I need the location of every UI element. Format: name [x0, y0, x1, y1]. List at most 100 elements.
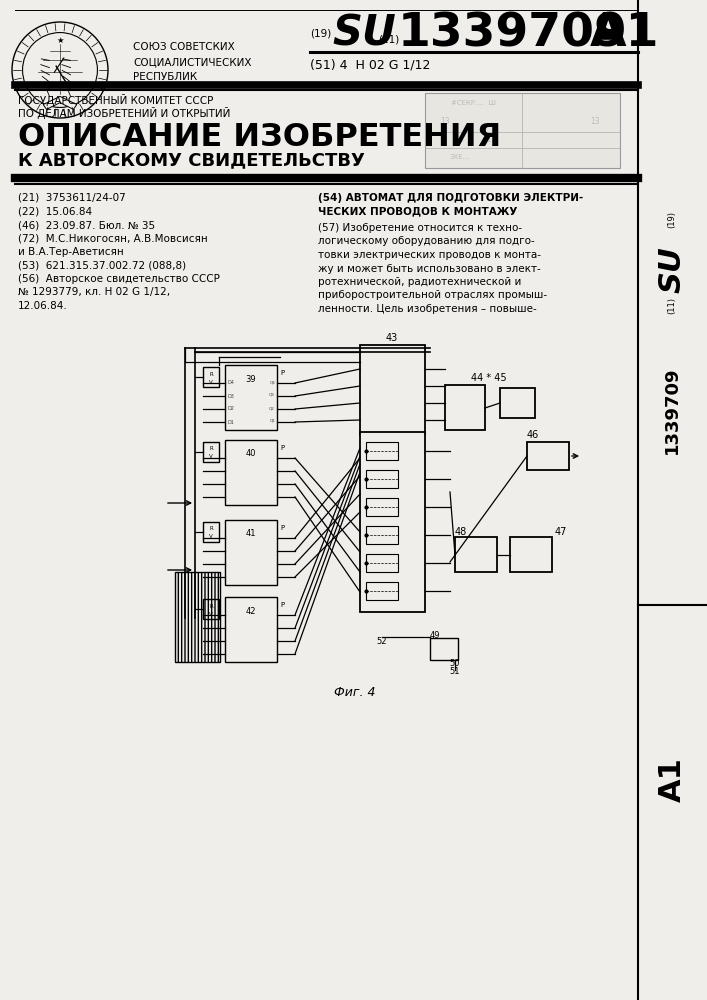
Text: (72)  М.С.Никогосян, А.В.Мовсисян: (72) М.С.Никогосян, А.В.Мовсисян	[18, 233, 208, 243]
Text: 48: 48	[455, 527, 467, 537]
Text: 11.        11.: 11. 11.	[452, 137, 493, 143]
Bar	[366, 470, 398, 488]
Text: № 1293779, кл. Н 02 G 1/12,: № 1293779, кл. Н 02 G 1/12,	[18, 288, 170, 298]
Text: (19): (19)	[310, 29, 332, 39]
Bar	[225, 440, 277, 505]
Text: СОЦИАЛИСТИЧЕСКИХ: СОЦИАЛИСТИЧЕСКИХ	[133, 57, 252, 67]
Text: #СЕКР....  Ш: #СЕКР.... Ш	[450, 100, 496, 106]
Text: D4: D4	[227, 380, 234, 385]
Text: SU: SU	[658, 247, 686, 293]
Bar	[455, 537, 497, 572]
Bar	[203, 522, 219, 542]
Text: A1: A1	[658, 758, 686, 802]
Text: Q3: Q3	[269, 393, 275, 397]
Text: 40: 40	[246, 450, 256, 458]
Text: (57) Изобретение относится к техно-: (57) Изобретение относится к техно-	[318, 223, 522, 233]
Text: 42: 42	[246, 606, 256, 615]
Text: P: P	[280, 370, 284, 376]
Text: 52: 52	[377, 638, 387, 647]
Text: D3: D3	[227, 393, 234, 398]
Text: ОПИСАНИЕ ИЗОБРЕТЕНИЯ: ОПИСАНИЕ ИЗОБРЕТЕНИЯ	[18, 122, 501, 153]
Text: 46: 46	[527, 430, 539, 440]
Text: жу и может быть использовано в элект-: жу и может быть использовано в элект-	[318, 263, 541, 273]
Text: Фиг. 4: Фиг. 4	[334, 686, 375, 698]
Text: V: V	[209, 454, 213, 460]
Text: 43: 43	[386, 333, 398, 343]
Text: P: P	[280, 602, 284, 608]
Text: (53)  621.315.37.002.72 (088,8): (53) 621.315.37.002.72 (088,8)	[18, 260, 186, 270]
Bar	[510, 537, 552, 572]
Bar	[366, 498, 398, 516]
Bar	[366, 582, 398, 600]
Text: (19): (19)	[667, 212, 677, 229]
Bar	[425, 93, 620, 168]
Text: A1: A1	[590, 11, 660, 56]
Text: 50: 50	[450, 658, 460, 668]
Text: товки электрических проводов к монта-: товки электрических проводов к монта-	[318, 250, 541, 260]
Bar	[366, 526, 398, 544]
Text: 12.06.84.: 12.06.84.	[18, 301, 68, 311]
Bar	[366, 442, 398, 460]
Text: и В.А.Тер-Аветисян: и В.А.Тер-Аветисян	[18, 247, 124, 257]
Bar	[360, 345, 425, 435]
Text: D2: D2	[227, 406, 234, 412]
Text: РЕСПУБЛИК: РЕСПУБЛИК	[133, 72, 197, 82]
Text: 51: 51	[450, 668, 460, 676]
Bar	[225, 520, 277, 585]
Text: SU: SU	[332, 13, 396, 55]
Text: 1339709: 1339709	[398, 11, 628, 56]
Bar	[360, 432, 425, 612]
Bar	[175, 572, 220, 662]
Bar	[430, 638, 458, 660]
Bar	[203, 442, 219, 462]
Text: (46)  23.09.87. Бюл. № 35: (46) 23.09.87. Бюл. № 35	[18, 220, 155, 230]
Text: ЧЕСКИХ ПРОВОДОВ К МОНТАЖУ: ЧЕСКИХ ПРОВОДОВ К МОНТАЖУ	[318, 207, 518, 217]
Text: 1339709: 1339709	[663, 366, 681, 454]
Text: R: R	[209, 371, 213, 376]
Bar	[500, 388, 535, 418]
Polygon shape	[43, 96, 77, 109]
Bar	[366, 554, 398, 572]
Text: V: V	[209, 611, 213, 616]
Bar	[225, 365, 277, 430]
Text: 13: 13	[590, 117, 600, 126]
Text: P: P	[280, 525, 284, 531]
Bar	[527, 442, 569, 470]
Text: 44 * 45: 44 * 45	[471, 373, 507, 383]
Bar	[445, 385, 485, 430]
Bar	[203, 599, 219, 619]
Text: логическому оборудованию для подго-: логическому оборудованию для подго-	[318, 236, 534, 246]
Text: СОЮЗ СОВЕТСКИХ: СОЮЗ СОВЕТСКИХ	[133, 42, 235, 52]
Text: P: P	[280, 445, 284, 451]
Text: (22)  15.06.84: (22) 15.06.84	[18, 207, 92, 217]
Text: (11): (11)	[667, 296, 677, 314]
Text: R: R	[209, 603, 213, 608]
Text: ленности. Цель изобретения – повыше-: ленности. Цель изобретения – повыше-	[318, 304, 537, 314]
Text: (54) АВТОМАТ ДЛЯ ПОДГОТОВКИ ЭЛЕКТРИ-: (54) АВТОМАТ ДЛЯ ПОДГОТОВКИ ЭЛЕКТРИ-	[318, 193, 583, 203]
Bar	[225, 597, 277, 662]
Text: 39: 39	[246, 374, 257, 383]
Text: V: V	[209, 379, 213, 384]
Text: D1: D1	[227, 420, 234, 424]
Text: Q1: Q1	[269, 419, 275, 423]
Text: 41: 41	[246, 530, 256, 538]
Text: R: R	[209, 526, 213, 532]
Text: К АВТОРСКОМУ СВИДЕТЕЛЬСТВУ: К АВТОРСКОМУ СВИДЕТЕЛЬСТВУ	[18, 151, 365, 169]
Bar	[203, 367, 219, 387]
Text: 13: 13	[440, 117, 450, 126]
Text: (21)  3753611/24-07: (21) 3753611/24-07	[18, 193, 126, 203]
Text: ПО ДЕЛАМ ИЗОБРЕТЕНИЙ И ОТКРЫТИЙ: ПО ДЕЛАМ ИЗОБРЕТЕНИЙ И ОТКРЫТИЙ	[18, 107, 230, 119]
Text: ★: ★	[57, 36, 64, 45]
Text: ротехнической, радиотехнической и: ротехнической, радиотехнической и	[318, 277, 521, 287]
Text: 49: 49	[430, 631, 440, 640]
Text: приборостроительной отраслях промыш-: приборостроительной отраслях промыш-	[318, 290, 547, 300]
Text: (11): (11)	[378, 35, 399, 45]
Text: R: R	[209, 446, 213, 452]
Text: 47: 47	[555, 527, 568, 537]
Text: (51) 4  H 02 G 1/12: (51) 4 H 02 G 1/12	[310, 58, 431, 72]
Text: V: V	[209, 534, 213, 540]
Text: ЗХЕ...: ЗХЕ...	[450, 154, 470, 160]
Text: Q2: Q2	[269, 406, 275, 410]
Text: (56)  Авторское свидетельство СССР: (56) Авторское свидетельство СССР	[18, 274, 220, 284]
Circle shape	[12, 22, 108, 118]
